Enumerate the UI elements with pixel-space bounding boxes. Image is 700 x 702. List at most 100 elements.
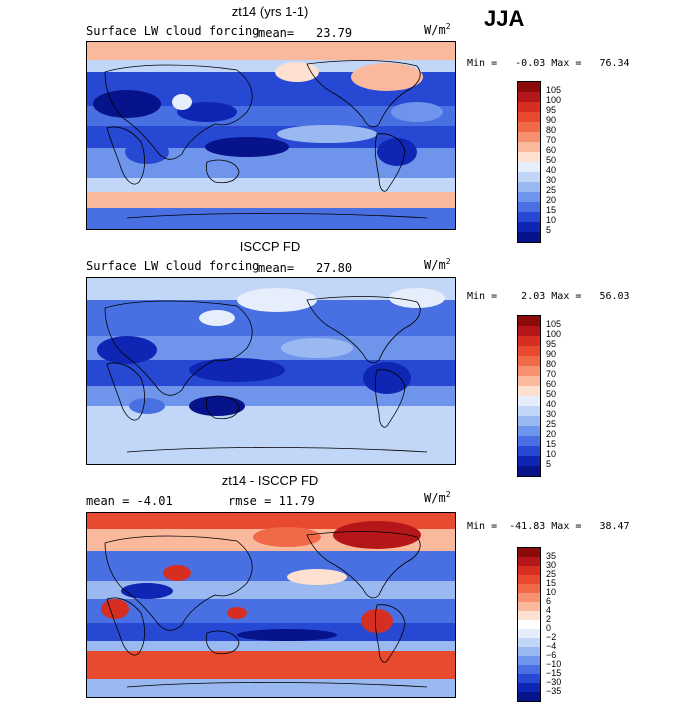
panel-1-map-plot [87,42,455,229]
colorbar-tick-label: 15 [546,205,557,215]
colorbar-tick-label: −30 [546,677,562,687]
panel-2-title: ISCCP FD [239,239,301,254]
colorbar-tick-label: 100 [546,329,562,339]
colorbar-swatch [518,575,540,584]
colorbar-swatch [518,122,540,132]
colorbar-swatch [518,92,540,102]
panel-1-title: zt14 (yrs 1-1) [231,4,309,19]
colorbar-tick-label: 5 [546,225,552,235]
colorbar-swatch [518,346,540,356]
colorbar-swatch [518,665,540,674]
panel-3-rmse: rmse = 11.79 [228,494,315,508]
colorbar-swatch [518,152,540,162]
colorbar-swatch [518,386,540,396]
season-label: JJA [484,6,525,31]
colorbar-tick-label: 40 [546,165,557,175]
colorbar-swatch [518,446,540,456]
colorbar-tick-label: −10 [546,659,562,669]
panel-3-map-plot [87,513,455,697]
panel-1-units-base: W/m [424,23,446,37]
panel-1-units: W/m2 [424,22,451,37]
panel-2-map [86,277,456,465]
colorbar-swatch [518,548,540,557]
panel-2-coastlines [104,296,428,453]
colorbar-tick-label: 105 [546,85,562,95]
colorbar-tick-label: 60 [546,145,557,155]
panel-1-map [86,41,456,230]
panel-3-map [86,512,456,698]
panel-3-colorbar [517,547,541,702]
colorbar-swatch [518,656,540,665]
colorbar-swatch [518,426,540,436]
colorbar-swatch [518,557,540,566]
panel-3-minmax: Min = -41.83 Max = 38.47 [467,521,630,532]
colorbar-tick-label: 4 [546,605,552,615]
colorbar-tick-label: −4 [546,641,557,651]
colorbar-swatch [518,602,540,611]
panel-1-units-exp: 2 [445,22,451,31]
colorbar-tick-label: 30 [546,560,557,570]
colorbar-tick-label: −2 [546,632,557,642]
colorbar-tick-label: 5 [546,459,552,469]
colorbar-swatch [518,416,540,426]
panel-3-coastlines [104,531,428,688]
panel-2-mean-label: mean= [258,261,295,275]
colorbar-swatch [518,336,540,346]
panel-2-units-base: W/m [424,258,446,272]
colorbar-tick-label: 80 [546,359,557,369]
colorbar-swatch [518,102,540,112]
panel-1-mean-value: 23.79 [316,26,353,40]
colorbar-tick-label: 95 [546,339,557,349]
colorbar-swatch [518,436,540,446]
colorbar-tick-label: 25 [546,185,557,195]
panel-1-mean-label: mean= [258,26,295,40]
colorbar-tick-label: 15 [546,578,557,588]
panel-3-units: W/m2 [424,490,451,505]
colorbar-swatch [518,611,540,620]
colorbar-tick-label: 105 [546,319,562,329]
panel-1-coastlines [104,60,428,219]
colorbar-tick-label: 70 [546,369,557,379]
panel-2-colorbar [517,315,541,477]
colorbar-tick-label: 60 [546,379,557,389]
panel-3-units-exp: 2 [445,490,451,499]
colorbar-tick-label: 10 [546,587,557,597]
panel-3-units-base: W/m [424,491,446,505]
colorbar-tick-label: 15 [546,439,557,449]
colorbar-swatch [518,202,540,212]
colorbar-tick-label: 10 [546,449,557,459]
colorbar-tick-label: −6 [546,650,557,660]
colorbar-swatch [518,316,540,326]
panel-2-map-plot [87,278,455,464]
panel-3-mean: mean = -4.01 [86,494,173,508]
colorbar-tick-label: 20 [546,429,557,439]
colorbar-swatch [518,212,540,222]
panel-2-units: W/m2 [424,257,451,272]
colorbar-tick-label: 90 [546,115,557,125]
colorbar-swatch [518,142,540,152]
colorbar-swatch [518,396,540,406]
colorbar-tick-label: 0 [546,623,552,633]
colorbar-swatch [518,82,540,92]
colorbar-tick-label: 30 [546,409,557,419]
colorbar-swatch [518,222,540,232]
colorbar-tick-label: 40 [546,399,557,409]
colorbar-tick-label: 100 [546,95,562,105]
colorbar-swatch [518,162,540,172]
colorbar-tick-label: 10 [546,215,557,225]
panel-2-units-exp: 2 [445,257,451,266]
colorbar-swatch [518,692,540,701]
colorbar-swatch [518,356,540,366]
colorbar-swatch [518,182,540,192]
colorbar-swatch [518,683,540,692]
colorbar-swatch [518,112,540,122]
colorbar-swatch [518,376,540,386]
colorbar-tick-label: 50 [546,389,557,399]
colorbar-swatch [518,406,540,416]
colorbar-swatch [518,326,540,336]
colorbar-swatch [518,593,540,602]
colorbar-tick-label: 70 [546,135,557,145]
panel-2-mean-value: 27.80 [316,261,353,275]
colorbar-swatch [518,620,540,629]
colorbar-swatch [518,647,540,656]
